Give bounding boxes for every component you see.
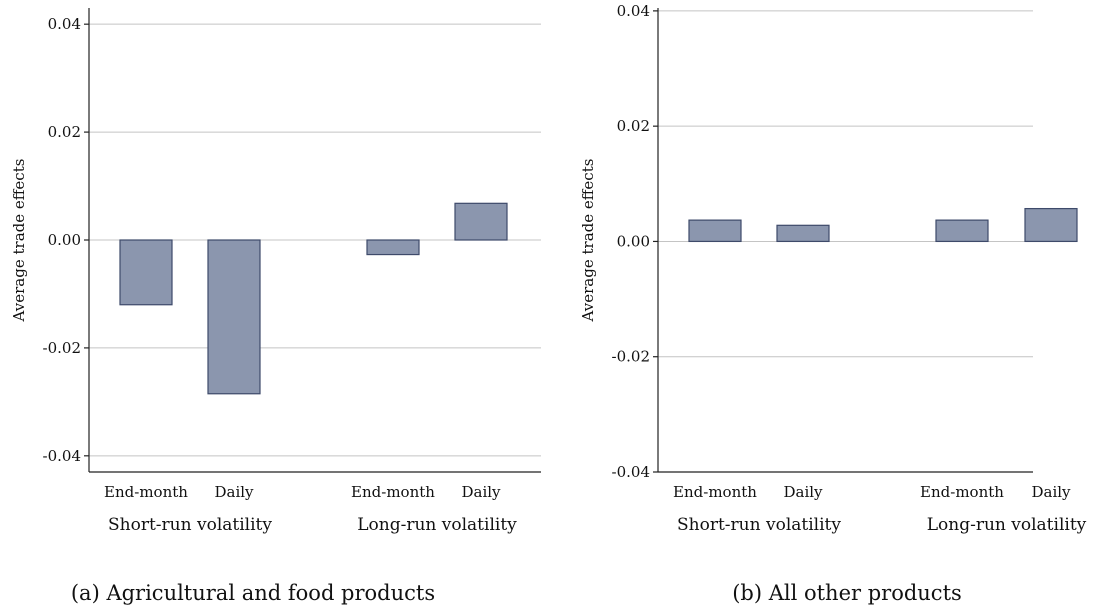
panel-b: -0.04 -0.02 0.00 0.02 0.04 Average trade effe… [579, 2, 1087, 605]
bar [776, 224, 830, 243]
x-category-label: End-month [351, 483, 435, 501]
bar [207, 239, 261, 395]
bar [454, 202, 508, 241]
x-category-label: End-month [104, 483, 188, 501]
panel-caption: (b) All other products [732, 581, 962, 605]
y-axis-label: Average trade effects [10, 159, 28, 323]
bar [935, 219, 989, 243]
x-category-label: Daily [214, 483, 254, 501]
bar [119, 239, 173, 306]
x-group-label: Long-run volatility [357, 515, 517, 535]
x-group-label: Short-run volatility [108, 515, 272, 535]
y-tick-label: -0.04 [612, 463, 650, 481]
x-category-label: Daily [461, 483, 501, 501]
x-category-label: End-month [673, 483, 757, 501]
bar [366, 239, 420, 256]
y-tick-label: -0.02 [612, 348, 650, 366]
panel-a: -0.04 -0.02 0.00 0.02 0.04 Average trade effe… [10, 8, 541, 605]
bar [1024, 207, 1078, 243]
y-axis-label: Average trade effects [579, 159, 597, 323]
x-category-label: Daily [1031, 483, 1071, 501]
y-tick-label: 0.02 [617, 117, 650, 135]
y-tick-label: 0.00 [617, 232, 650, 250]
x-category-label: Daily [783, 483, 823, 501]
y-tick-label: 0.04 [48, 15, 81, 33]
bar [688, 219, 742, 243]
panel-caption: (a) Agricultural and food products [71, 581, 435, 605]
x-category-label: End-month [920, 483, 1004, 501]
y-tick-label: -0.02 [43, 339, 81, 357]
y-tick-label: 0.02 [48, 123, 81, 141]
y-tick-label: 0.00 [48, 231, 81, 249]
x-group-label: Short-run volatility [677, 515, 841, 535]
y-tick-label: -0.04 [43, 447, 81, 465]
y-tick-label: 0.04 [617, 2, 650, 20]
x-group-label: Long-run volatility [927, 515, 1087, 535]
